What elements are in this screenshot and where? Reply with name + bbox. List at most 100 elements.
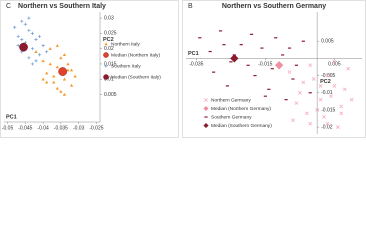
point <box>34 37 38 42</box>
point <box>20 19 24 23</box>
point <box>27 28 31 32</box>
legend-swatch <box>103 52 109 58</box>
point <box>339 104 344 109</box>
y-tick-label: -0.02 <box>321 124 333 130</box>
point <box>304 111 309 116</box>
point <box>48 47 52 50</box>
point <box>322 114 326 119</box>
point <box>16 34 20 39</box>
point <box>287 70 292 74</box>
page: {"chart_data": [ {"type": "scatter", "pa… <box>0 0 366 138</box>
point <box>318 84 323 88</box>
point <box>73 74 77 78</box>
legend-swatch <box>104 42 108 46</box>
y-tick-label: 0.015 <box>104 61 117 67</box>
panel-frame <box>182 0 366 138</box>
point <box>55 65 59 69</box>
point <box>19 42 28 52</box>
legend-label: Southern Italy <box>111 63 141 69</box>
y-tick-label: 0.02 <box>104 46 114 52</box>
point <box>34 59 38 63</box>
point <box>48 62 52 66</box>
point <box>339 111 344 116</box>
figure: C Northern vs Southern Italy PC1 PC2 -0.05 -0… <box>0 0 366 138</box>
point <box>308 121 313 126</box>
point <box>20 37 24 42</box>
x-tick-label: -0.035 <box>189 62 203 68</box>
legend-swatch <box>104 64 108 68</box>
x-tick-label: 0.005 <box>328 62 341 68</box>
point <box>30 47 35 51</box>
x-tick-label: -0.015 <box>258 62 272 68</box>
point <box>55 86 59 90</box>
x-tick-label: -0.05 <box>2 125 14 131</box>
point <box>41 44 45 48</box>
point <box>291 118 295 123</box>
x-tick-label: -0.025 <box>89 125 103 131</box>
point <box>349 97 354 102</box>
x-axis-label: PC1 <box>188 51 199 57</box>
legend-label: Median (Southern Germany) <box>211 123 272 129</box>
point <box>62 77 67 81</box>
point <box>30 62 35 66</box>
point <box>16 44 20 48</box>
panel-label: B <box>188 3 193 10</box>
point <box>329 94 333 99</box>
point <box>30 31 35 35</box>
point <box>298 90 302 95</box>
y-axis-label: PC2 <box>320 79 331 85</box>
point <box>59 56 63 60</box>
x-axis-label: PC1 <box>6 114 17 120</box>
point <box>45 71 49 75</box>
point <box>23 22 27 26</box>
point <box>62 53 67 57</box>
legend-label: Median (Northern Italy) <box>111 52 160 58</box>
point <box>66 68 70 72</box>
y-tick-label: 0.005 <box>321 39 334 45</box>
point <box>55 44 59 47</box>
point <box>308 63 313 68</box>
point <box>45 80 49 84</box>
point <box>45 50 49 54</box>
point <box>37 53 42 57</box>
point <box>325 73 330 78</box>
panel-label: C <box>6 3 11 10</box>
legend-label: Northern Italy <box>111 41 140 47</box>
x-tick-label: -0.04 <box>37 125 49 131</box>
point <box>13 25 17 29</box>
legend-swatch <box>203 105 209 112</box>
point <box>325 121 330 126</box>
point <box>41 59 45 63</box>
legend-swatch <box>204 98 208 102</box>
point <box>294 101 299 105</box>
x-tick-label: -0.045 <box>18 125 32 131</box>
point <box>346 66 351 71</box>
point <box>315 108 319 112</box>
y-axis-label: PC2 <box>103 37 114 43</box>
point <box>311 77 316 81</box>
point <box>66 62 70 66</box>
legend-label: Northern Germany <box>211 97 251 103</box>
point <box>335 125 340 129</box>
legend-swatch <box>203 122 209 129</box>
x-tick-label: -0.03 <box>73 125 85 131</box>
y-tick-label: -0.015 <box>321 107 335 113</box>
y-tick-label: -0.01 <box>321 90 333 96</box>
point <box>27 16 31 20</box>
point <box>332 84 337 88</box>
y-tick-label: 0.005 <box>104 92 117 98</box>
point <box>230 54 239 63</box>
point <box>332 59 337 64</box>
y-tick-label: 0.025 <box>104 31 117 37</box>
y-tick-label: 0.01 <box>104 77 114 83</box>
point <box>52 80 56 84</box>
y-tick-label: 0.03 <box>104 15 114 21</box>
point <box>58 67 68 76</box>
chart-title: Northern vs Southern Germany <box>222 3 326 10</box>
legend-label: Median (Northern Germany) <box>211 106 271 112</box>
panel-frame <box>0 0 179 138</box>
x-tick-label: -0.035 <box>54 125 68 131</box>
point <box>41 77 45 81</box>
point <box>69 83 74 87</box>
legend-label: Southern Germany <box>211 114 252 120</box>
